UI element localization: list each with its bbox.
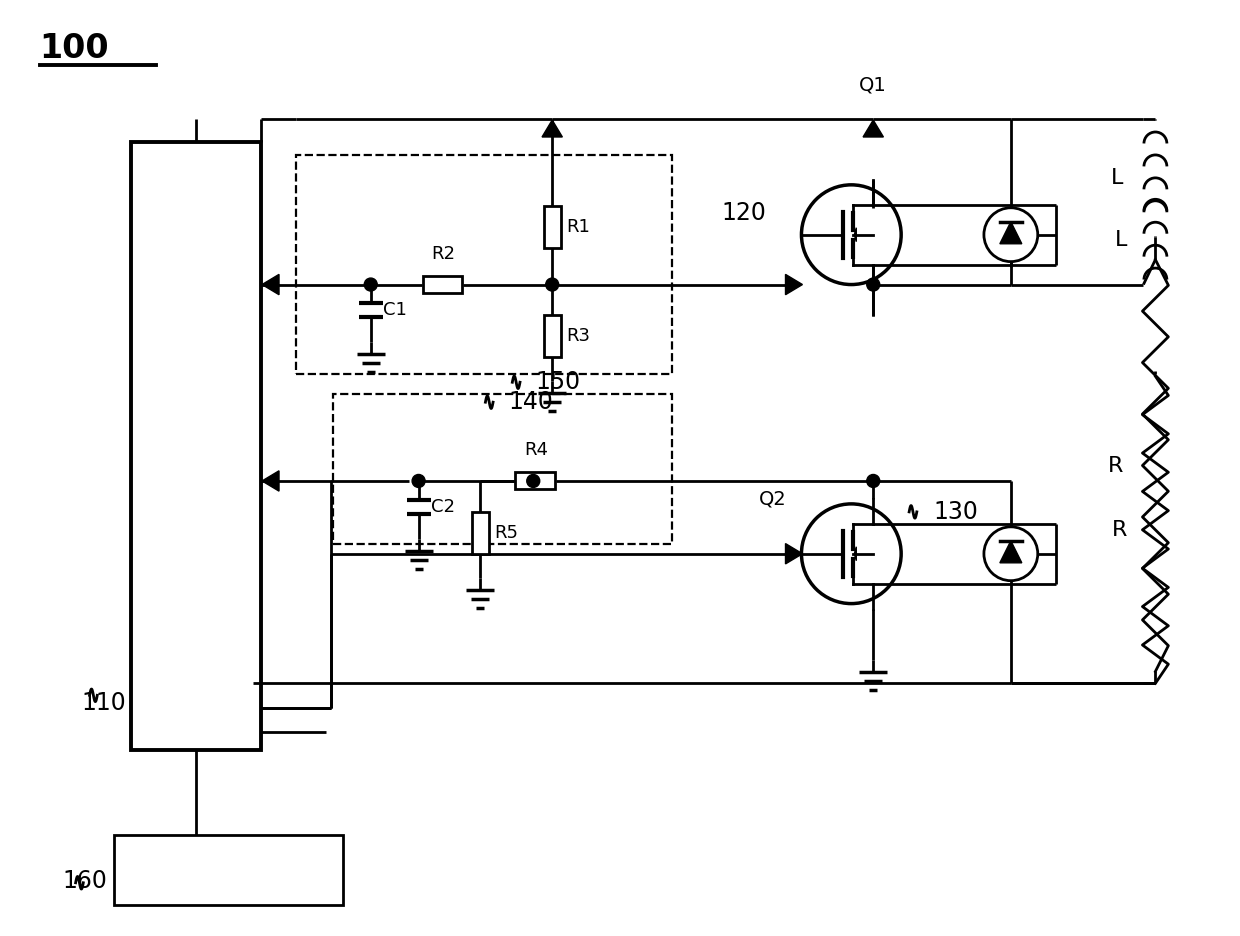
Circle shape: [546, 278, 559, 291]
Bar: [516, 473, 556, 490]
Text: 150: 150: [536, 371, 580, 394]
Text: 140: 140: [508, 390, 553, 415]
Text: R: R: [1109, 456, 1123, 475]
Circle shape: [867, 475, 879, 488]
Polygon shape: [863, 120, 883, 137]
Text: R5: R5: [495, 524, 518, 542]
Text: 160: 160: [63, 869, 108, 893]
Circle shape: [412, 475, 425, 488]
Bar: [423, 276, 463, 293]
Text: R: R: [1112, 519, 1127, 540]
Bar: [543, 206, 560, 248]
Text: C1: C1: [383, 301, 407, 319]
Text: R4: R4: [525, 441, 548, 459]
Text: R1: R1: [567, 218, 590, 236]
Circle shape: [365, 278, 377, 291]
Bar: [131, 142, 262, 750]
Text: 100: 100: [40, 33, 109, 66]
Bar: [472, 512, 489, 554]
Polygon shape: [785, 274, 802, 295]
Polygon shape: [785, 544, 802, 563]
Text: R3: R3: [567, 328, 590, 345]
Polygon shape: [999, 222, 1022, 243]
Polygon shape: [999, 541, 1022, 563]
Bar: [543, 315, 560, 358]
Text: Q1: Q1: [859, 75, 887, 95]
Circle shape: [527, 475, 539, 488]
Text: Q2: Q2: [759, 490, 786, 508]
Text: C2: C2: [430, 498, 455, 516]
Text: L: L: [1111, 168, 1123, 188]
Text: L: L: [1115, 230, 1127, 250]
Polygon shape: [854, 227, 857, 241]
Polygon shape: [542, 120, 563, 137]
Text: 120: 120: [722, 200, 766, 225]
Polygon shape: [262, 274, 279, 295]
Bar: [114, 835, 342, 905]
Circle shape: [867, 278, 879, 291]
Text: 130: 130: [932, 500, 978, 524]
Text: R2: R2: [432, 244, 455, 263]
Polygon shape: [262, 471, 279, 491]
Text: 110: 110: [82, 692, 126, 715]
Polygon shape: [854, 547, 857, 561]
